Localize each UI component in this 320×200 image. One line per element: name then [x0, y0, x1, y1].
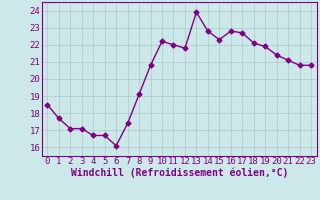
X-axis label: Windchill (Refroidissement éolien,°C): Windchill (Refroidissement éolien,°C)	[70, 168, 288, 178]
